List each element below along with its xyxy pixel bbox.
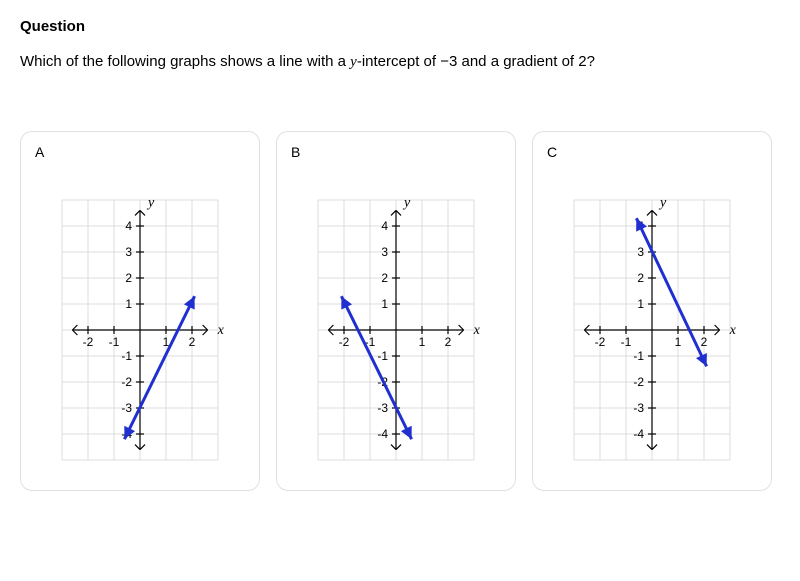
svg-text:3: 3 <box>125 245 132 259</box>
svg-text:-1: -1 <box>621 335 632 349</box>
panel-a-label: A <box>27 142 253 160</box>
svg-text:-2: -2 <box>595 335 606 349</box>
chart-b: -2-112-4-3-2-11234xy <box>277 180 515 480</box>
svg-text:-2: -2 <box>83 335 94 349</box>
question-pre: Which of the following graphs shows a li… <box>20 53 350 70</box>
svg-text:4: 4 <box>125 219 132 233</box>
svg-text:-1: -1 <box>377 349 388 363</box>
svg-text:-1: -1 <box>121 349 132 363</box>
svg-text:3: 3 <box>637 245 644 259</box>
var-y: y <box>350 54 357 70</box>
svg-text:x: x <box>473 323 481 338</box>
chart-c: -2-112-4-3-2-11234xy <box>533 180 771 480</box>
svg-text:x: x <box>217 323 225 338</box>
panel-c-label: C <box>539 142 765 160</box>
panel-c[interactable]: C -2-112-4-3-2-11234xy <box>532 131 772 491</box>
svg-text:2: 2 <box>701 335 708 349</box>
svg-text:y: y <box>658 195 667 210</box>
svg-text:1: 1 <box>419 335 426 349</box>
svg-text:2: 2 <box>125 271 132 285</box>
svg-text:-1: -1 <box>109 335 120 349</box>
svg-text:-3: -3 <box>121 401 132 415</box>
question-text: Which of the following graphs shows a li… <box>20 53 780 71</box>
svg-text:x: x <box>729 323 737 338</box>
question-post: and a gradient of 2? <box>457 53 595 70</box>
svg-text:1: 1 <box>637 297 644 311</box>
svg-text:3: 3 <box>381 245 388 259</box>
chart-a: -2-112-4-3-2-11234xy <box>21 180 259 480</box>
neg3: −3 <box>440 53 457 70</box>
svg-text:4: 4 <box>381 219 388 233</box>
svg-text:2: 2 <box>445 335 452 349</box>
svg-text:y: y <box>146 195 155 210</box>
svg-text:-3: -3 <box>633 401 644 415</box>
svg-text:-4: -4 <box>633 427 644 441</box>
panel-b-label: B <box>283 142 509 160</box>
svg-text:1: 1 <box>381 297 388 311</box>
panel-b[interactable]: B -2-112-4-3-2-11234xy <box>276 131 516 491</box>
panels-row: A -2 -1 1 2 -4 -3 -2 -1 1 2 3 4 x y B -2 -1 1 2 -4 -3 -2 -1 1… <box>20 131 780 491</box>
svg-text:-4: -4 <box>377 427 388 441</box>
svg-text:2: 2 <box>189 335 196 349</box>
svg-text:-1: -1 <box>633 349 644 363</box>
question-heading: Question <box>20 18 780 35</box>
panel-a[interactable]: A -2-112-4-3-2-11234xy <box>20 131 260 491</box>
svg-text:-2: -2 <box>121 375 132 389</box>
svg-text:2: 2 <box>381 271 388 285</box>
svg-text:1: 1 <box>125 297 132 311</box>
svg-text:-3: -3 <box>377 401 388 415</box>
svg-text:y: y <box>402 195 411 210</box>
svg-text:2: 2 <box>637 271 644 285</box>
svg-text:-2: -2 <box>633 375 644 389</box>
svg-text:-2: -2 <box>339 335 350 349</box>
svg-text:1: 1 <box>675 335 682 349</box>
question-mid: -intercept of <box>357 53 440 70</box>
